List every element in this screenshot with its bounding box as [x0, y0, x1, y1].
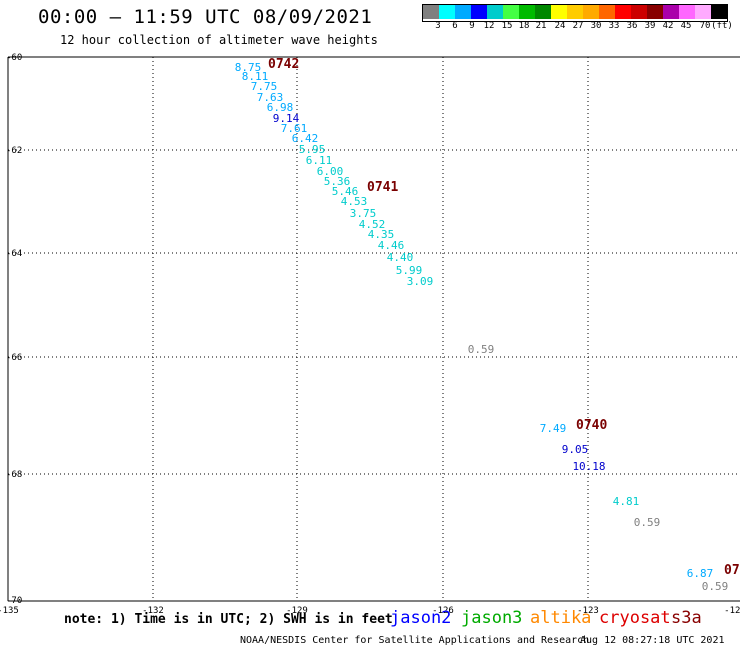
satellite-name: jason3 [461, 608, 523, 628]
credit-text: NOAA/NESDIS Center for Satellite Applica… [240, 635, 590, 646]
wave-height-value: 7.61 [281, 122, 308, 135]
legend-label: 30 [590, 21, 602, 31]
wave-height-value: 5.36 [324, 175, 351, 188]
legend-swatch [679, 5, 695, 19]
wave-height-value: 9.05 [562, 443, 589, 456]
latitude-label: -68 [6, 470, 22, 480]
legend-swatch [695, 5, 711, 19]
legend-swatch [503, 5, 519, 19]
wave-height-value: 7.63 [257, 91, 284, 104]
legend-label: 12 [483, 21, 495, 31]
satellite-name: cryosat [599, 608, 671, 628]
wave-height-value: 5.99 [396, 264, 423, 277]
longitude-label: -135 [0, 606, 19, 616]
longitude-label: -126 [432, 606, 454, 616]
satellite-name: s3a [671, 608, 702, 628]
wave-height-value: 4.40 [387, 251, 414, 264]
legend-swatch [519, 5, 535, 19]
wave-height-value: 4.46 [378, 239, 405, 252]
wave-height-value: 4.35 [368, 228, 395, 241]
pass-label: 0741 [367, 180, 398, 195]
wave-height-value: 4.81 [613, 495, 640, 508]
legend-label: 45 [680, 21, 692, 31]
legend-swatch [583, 5, 599, 19]
legend-swatch [711, 5, 727, 19]
wave-height-value: 5.95 [299, 143, 326, 156]
wave-height-value: 8.11 [242, 70, 269, 83]
legend-label: 39 [644, 21, 656, 31]
legend-swatch [551, 5, 567, 19]
legend-label: 15 [501, 21, 513, 31]
legend-swatch [647, 5, 663, 19]
pass-label: 0740 [576, 418, 607, 433]
wave-height-value: 6.11 [306, 154, 333, 167]
wave-height-value: 6.98 [267, 101, 294, 114]
wave-height-value: 5.46 [332, 185, 359, 198]
latitude-label: -64 [6, 249, 22, 259]
wave-height-value: 9.14 [273, 112, 300, 125]
wave-height-value: 6.87 [687, 567, 714, 580]
wave-height-value: 3.09 [407, 275, 434, 288]
longitude-label: -132 [142, 606, 164, 616]
legend-swatch [487, 5, 503, 19]
wave-height-value: 0.59 [468, 343, 495, 356]
map-title: 00:00 – 11:59 UTC 08/09/2021 [38, 6, 373, 28]
latitude-label: -62 [6, 146, 22, 156]
latitude-label: -70 [6, 596, 22, 606]
legend-label: 33 [608, 21, 620, 31]
generated-timestamp: Aug 12 08:27:18 UTC 2021 [580, 635, 725, 646]
wave-height-value: 10.18 [572, 460, 605, 473]
legend-label: 27 [572, 21, 584, 31]
wave-height-value: 8.75 [235, 61, 262, 74]
legend-label: 9 [469, 21, 475, 31]
pass-label: 0742 [268, 57, 299, 72]
satellite-name: altika [530, 608, 592, 628]
latitude-label: -60 [6, 53, 22, 63]
legend-label: 36 [626, 21, 638, 31]
wave-height-value: 3.75 [350, 207, 377, 220]
pass-label: 07 [724, 563, 740, 578]
legend-label: 21 [535, 21, 547, 31]
satellite-name: jason2 [390, 608, 452, 628]
legend-label: 70 [699, 21, 711, 31]
wave-height-color-legend [422, 4, 728, 22]
latitude-label: -66 [6, 353, 22, 363]
legend-label: 42 [662, 21, 674, 31]
legend-label: 24 [554, 21, 566, 31]
legend-swatch [599, 5, 615, 19]
wave-height-value: 6.00 [317, 165, 344, 178]
wave-height-value: 6.42 [292, 132, 319, 145]
legend-swatch [631, 5, 647, 19]
wave-height-value: 0.59 [634, 516, 661, 529]
legend-swatch [535, 5, 551, 19]
legend-label: 6 [452, 21, 458, 31]
wave-height-value: 7.49 [540, 422, 567, 435]
footer-note: note: 1) Time is in UTC; 2) SWH is in fe… [64, 612, 393, 627]
map-subtitle: 12 hour collection of altimeter wave hei… [60, 33, 378, 47]
longitude-label: -120 [724, 606, 740, 616]
longitude-label: -123 [577, 606, 599, 616]
longitude-label: -129 [286, 606, 308, 616]
legend-label: (ft) [711, 21, 733, 31]
legend-label: 18 [518, 21, 530, 31]
wave-height-value: 4.52 [359, 218, 386, 231]
wave-height-value: 4.53 [341, 195, 368, 208]
legend-swatch [455, 5, 471, 19]
legend-swatch [471, 5, 487, 19]
legend-swatch [423, 5, 439, 19]
legend-swatch [663, 5, 679, 19]
wave-height-value: 0.59 [702, 580, 729, 593]
legend-swatch [439, 5, 455, 19]
wave-height-value: 7.75 [251, 80, 278, 93]
legend-swatch [615, 5, 631, 19]
legend-swatch [567, 5, 583, 19]
legend-label: 3 [435, 21, 441, 31]
